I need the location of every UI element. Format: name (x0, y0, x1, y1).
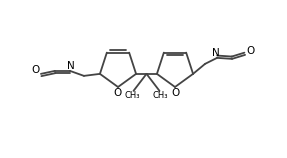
Text: O: O (246, 46, 254, 56)
Text: CH₃: CH₃ (153, 91, 168, 100)
Text: N: N (67, 61, 75, 71)
Text: O: O (32, 65, 40, 75)
Text: CH₃: CH₃ (125, 91, 140, 100)
Text: O: O (171, 88, 179, 98)
Text: O: O (114, 88, 122, 98)
Text: N: N (212, 48, 220, 58)
